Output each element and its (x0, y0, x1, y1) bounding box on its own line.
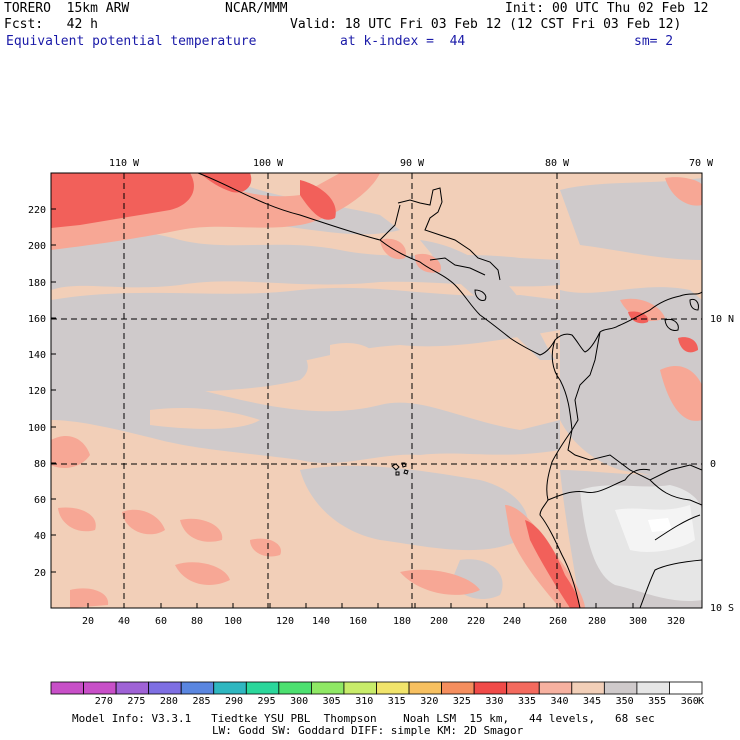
x-tick-160: 160 (349, 616, 367, 627)
colorbar-swatch (343, 681, 377, 695)
x-tick-60: 60 (155, 616, 167, 627)
lon-label-80w: 80 W (545, 158, 570, 169)
x-tick-320: 320 (667, 616, 685, 627)
colorbar-swatch (669, 681, 703, 695)
x-tick-280: 280 (588, 616, 606, 627)
x-tick-100: 100 (224, 616, 242, 627)
lon-label-110w: 110 W (109, 158, 140, 169)
physics-info-line: LW: Godd SW: Goddard DIFF: simple KM: 2D… (212, 724, 524, 737)
colorbar-swatch (245, 681, 280, 695)
colorbar-swatch (603, 681, 638, 695)
colorbar-swatch (473, 681, 508, 695)
colorbar-swatch (115, 681, 150, 695)
y-tick-220: 220 (28, 205, 46, 216)
valid-time: Valid: 18 UTC Fri 03 Feb 12 (12 CST Fri … (290, 17, 682, 32)
colorbar-swatch (50, 681, 84, 695)
lon-label-100w: 100 W (253, 158, 284, 169)
x-tick-80: 80 (191, 616, 203, 627)
colorbar-swatch (310, 681, 345, 695)
colorbar-level-label: 310 (355, 696, 373, 707)
colorbar-swatch (408, 681, 442, 695)
x-tick-260: 260 (549, 616, 567, 627)
center-name: NCAR/MMM (225, 1, 288, 16)
colorbar-level-label: 355 (648, 696, 666, 707)
y-tick-100: 100 (28, 423, 46, 434)
colorbar-level-label: 280 (160, 696, 178, 707)
lon-label-90w: 90 W (400, 158, 425, 169)
colorbar-level-label: 360 (681, 696, 699, 707)
init-time: Init: 00 UTC Thu 02 Feb 12 (505, 1, 709, 16)
x-tick-140: 140 (312, 616, 330, 627)
colorbar-level-label: 315 (388, 696, 406, 707)
y-tick-200: 200 (28, 241, 46, 252)
colorbar-unit: K (698, 696, 704, 707)
lon-label-70w: 70 W (689, 158, 714, 169)
y-tick-140: 140 (28, 350, 46, 361)
x-tick-200: 200 (430, 616, 448, 627)
colorbar-level-label: 335 (518, 696, 536, 707)
colorbar-level-label: 325 (453, 696, 471, 707)
x-tick-180: 180 (393, 616, 411, 627)
x-tick-40: 40 (118, 616, 130, 627)
equivalent-potential-temperature-field (51, 173, 702, 608)
colorbar-level-label: 285 (192, 696, 210, 707)
colorbar-swatch (376, 681, 410, 695)
x-tick-300: 300 (629, 616, 647, 627)
y-tick-180: 180 (28, 278, 46, 289)
colorbar-level-label: 270 (95, 696, 113, 707)
colorbar-swatch (538, 681, 573, 695)
colorbar-swatch (506, 681, 540, 695)
colorbar-swatch (571, 681, 605, 695)
colorbar-swatch (441, 681, 475, 695)
colorbar-level-label: 320 (420, 696, 438, 707)
smoothing-value: sm= 2 (634, 34, 674, 49)
colorbar-swatch (180, 681, 215, 695)
colorbar-level-label: 295 (258, 696, 276, 707)
y-tick-80: 80 (34, 459, 46, 470)
colorbar (50, 681, 703, 695)
model-info-line: Model Info: V3.3.1 Tiedtke YSU PBL Thomp… (72, 712, 655, 725)
lat-label-equator: 0 (710, 459, 716, 470)
y-tick-20: 20 (34, 568, 46, 579)
colorbar-level-label: 350 (616, 696, 634, 707)
model-title: TORERO 15km ARW (4, 1, 130, 16)
lat-label-10n: 10 N (710, 314, 734, 325)
y-tick-160: 160 (28, 314, 46, 325)
colorbar-level-label: 305 (323, 696, 341, 707)
colorbar-swatch (213, 681, 247, 695)
x-tick-240: 240 (503, 616, 521, 627)
colorbar-swatch (148, 681, 182, 695)
x-tick-120: 120 (276, 616, 294, 627)
y-tick-120: 120 (28, 386, 46, 397)
x-tick-20: 20 (82, 616, 94, 627)
colorbar-labels: 270 275 280 285 290 295 300 305 310 315 320 325 330 3… (95, 696, 699, 707)
colorbar-swatch (636, 681, 670, 695)
x-tick-220: 220 (467, 616, 485, 627)
forecast-hour: Fcst: 42 h (4, 17, 98, 32)
colorbar-level-label: 275 (127, 696, 145, 707)
field-name: Equivalent potential temperature (6, 34, 257, 49)
colorbar-level-label: 300 (290, 696, 308, 707)
colorbar-level-label: 345 (583, 696, 601, 707)
lat-label-10s: 10 S (710, 603, 734, 614)
level-index: at k-index = 44 (340, 34, 466, 49)
colorbar-level-label: 290 (225, 696, 243, 707)
colorbar-swatch (83, 681, 117, 695)
colorbar-swatch (278, 681, 312, 695)
y-tick-60: 60 (34, 495, 46, 506)
y-tick-40: 40 (34, 531, 46, 542)
colorbar-level-label: 340 (550, 696, 568, 707)
colorbar-level-label: 330 (485, 696, 503, 707)
